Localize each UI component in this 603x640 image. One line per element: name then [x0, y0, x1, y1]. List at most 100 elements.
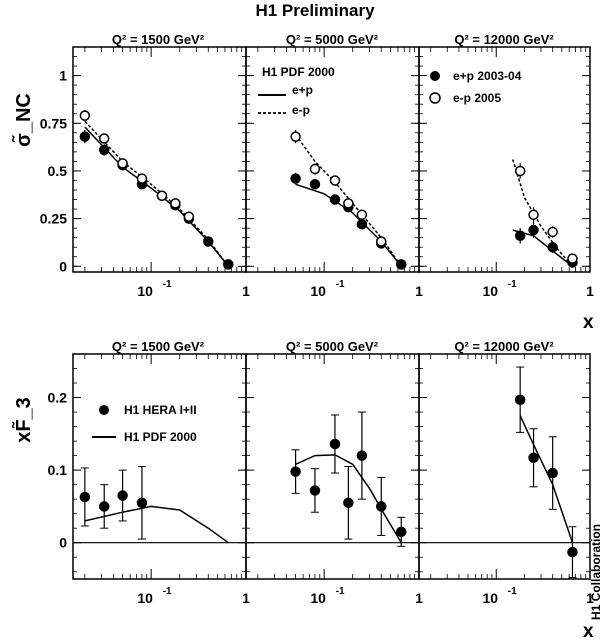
bottom-1-curve-0 — [84, 505, 229, 544]
top-1-point — [183, 211, 195, 222]
top-3-xtick-label-exp: -1 — [508, 279, 517, 290]
top-1-ytick-label-0: 0 — [59, 258, 67, 274]
bottom-3-point — [528, 452, 539, 464]
bottom-1-point — [117, 490, 128, 501]
panel-frame-bottom-1 — [72, 353, 247, 580]
top-2-point — [396, 259, 407, 270]
top-2-point — [329, 194, 341, 205]
top-2-xtick-label-0: 10 — [310, 283, 326, 299]
legend-model: H1 PDF 2000 e+p e-p — [258, 65, 335, 117]
bottom-2-point — [309, 485, 321, 496]
top-1-point — [136, 173, 148, 184]
top-1-xtick-label-1: 1 — [242, 283, 250, 299]
bottom-3-xtick-label-0: 10 — [482, 590, 498, 606]
top-2-curve-0 — [295, 183, 402, 267]
top-3-xtick-label-0: 10 — [482, 283, 498, 299]
top-3-point — [547, 226, 558, 238]
top-2-curve-1 — [294, 134, 402, 267]
top-2-xtick-label-1: 1 — [415, 283, 423, 299]
top-2-point — [309, 179, 321, 190]
top-1-point — [223, 259, 234, 270]
legend-marker-filled — [430, 71, 440, 81]
top-2-point — [309, 163, 321, 175]
top-3-point — [528, 224, 539, 236]
bottom-2-xtick-label-0: 10 — [310, 590, 326, 606]
bottom-2-point — [356, 450, 368, 461]
y-axis-label-top: σ̃_NC — [11, 93, 35, 147]
bottom-2-curve-0 — [295, 454, 402, 544]
bottom-1-xtick-label-0: 10 — [137, 590, 153, 606]
panel-title-top-1: Q² = 1500 GeV² — [112, 32, 205, 47]
bottom-2-point — [343, 497, 354, 509]
bottom-3-point — [514, 394, 526, 405]
top-2-point — [356, 209, 368, 221]
top-3-xtick-label-1: 1 — [586, 283, 594, 299]
bottom-3-curve-0 — [519, 415, 574, 543]
bottom-1-point — [136, 497, 148, 509]
top-3-curve-1 — [512, 159, 574, 267]
panel-title-top-2: Q² = 5000 GeV² — [286, 32, 379, 47]
top-3-point — [514, 165, 526, 177]
legend-bottom-item-2: H1 PDF 2000 — [124, 430, 197, 444]
top-1-point — [170, 198, 181, 209]
panel-title-bottom-1: Q² = 1500 GeV² — [112, 339, 205, 354]
panel-title-top-3: Q² = 12000 GeV² — [454, 32, 554, 47]
bottom-1-point — [79, 491, 91, 503]
bottom-1-ytick-label-0: 0 — [59, 535, 67, 551]
panel-frame-bottom-3 — [418, 353, 591, 580]
legend-model-item-1: e+p — [292, 83, 313, 97]
panel-frame-top-1 — [72, 46, 247, 273]
figure-title: H1 Preliminary — [255, 1, 375, 20]
top-2-point — [290, 173, 301, 184]
legend-model-item-2: e-p — [292, 103, 310, 117]
bottom-1-ytick-label-1: 0.1 — [48, 462, 68, 478]
panel-frame-bottom-2 — [245, 353, 420, 580]
top-2-point — [290, 131, 301, 142]
top-2-point — [343, 198, 354, 209]
bottom-1-xtick-label-1: 1 — [242, 590, 250, 606]
panel-frame-top-3 — [418, 46, 591, 273]
top-3-point — [547, 241, 558, 253]
top-2-xtick-label-exp: -1 — [336, 279, 345, 290]
top-1-point — [79, 131, 91, 142]
bottom-2-xtick-label-1: 1 — [415, 590, 423, 606]
top-1-ytick-label-1: 0.25 — [40, 211, 67, 227]
top-1-ytick-label-2: 0.5 — [48, 163, 68, 179]
bottom-3-point — [547, 467, 558, 479]
bottom-3-xtick-label-1: 1 — [586, 590, 594, 606]
x-axis-label-bottom: x — [583, 621, 594, 640]
top-1-point — [156, 190, 168, 201]
top-3-point — [567, 253, 578, 264]
panel-frame-top-2 — [245, 46, 420, 273]
top-3-point — [528, 209, 539, 221]
bottom-2-point — [290, 466, 301, 477]
legend-bottom: H1 HERA I+II H1 PDF 2000 — [92, 403, 197, 444]
panel-title-bottom-3: Q² = 12000 GeV² — [454, 339, 554, 354]
top-1-point — [79, 110, 91, 121]
top-2-point — [376, 236, 387, 247]
top-1-point — [117, 158, 128, 169]
top-1-point — [98, 144, 110, 156]
legend-data: e+p 2003-04 e-p 2005 — [429, 69, 522, 105]
y-axis-label-bottom: xF̃_3 — [11, 397, 35, 443]
x-axis-label-top: x — [583, 312, 594, 333]
top-1-point — [98, 133, 110, 144]
bottom-3-xtick-label-exp: -1 — [508, 586, 517, 597]
collaboration-label: H1 Collaboration — [589, 524, 603, 620]
bottom-2-point — [329, 438, 341, 450]
top-1-ytick-label-4: 1 — [59, 68, 67, 84]
bottom-1-point — [98, 501, 110, 512]
top-3-point — [514, 230, 526, 242]
legend-marker-open — [429, 92, 441, 104]
top-1-xtick-label-0: 10 — [137, 283, 153, 299]
bottom-1-ytick-label-2: 0.2 — [48, 390, 68, 406]
bottom-2-point — [376, 501, 387, 512]
bottom-2-point — [396, 526, 407, 538]
top-2-point — [329, 175, 341, 186]
top-1-ytick-label-3: 0.75 — [40, 115, 67, 131]
top-2-point — [356, 219, 368, 230]
legend-bottom-marker — [99, 405, 109, 415]
top-1-xtick-label-exp: -1 — [163, 279, 172, 290]
